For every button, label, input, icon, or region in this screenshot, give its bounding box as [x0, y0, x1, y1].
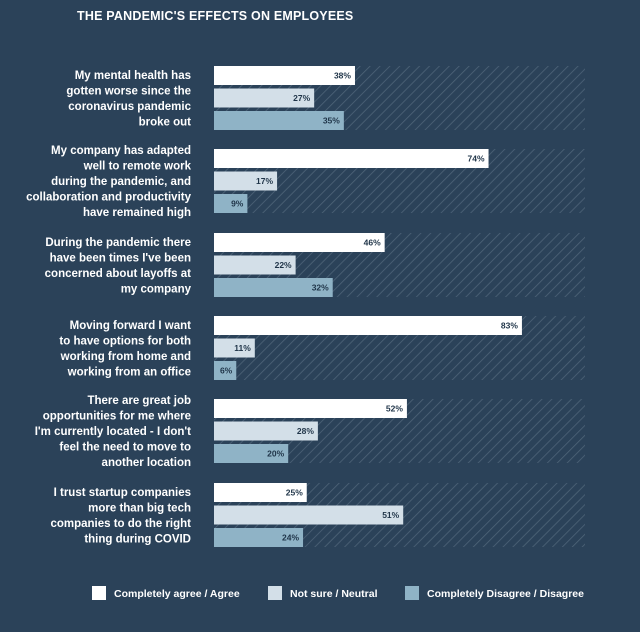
bar-value-label: 20%: [267, 449, 284, 459]
bar: [214, 361, 237, 380]
question-label-line: coronavirus pandemic: [68, 101, 191, 113]
bar-value-label: 6%: [220, 366, 233, 376]
question-group: There are great job opportunities for me …: [35, 395, 585, 469]
bar-value-label: 22%: [275, 260, 292, 270]
bar: [214, 316, 522, 335]
bar: [214, 444, 289, 463]
question-label-line: another location: [102, 457, 191, 469]
question-label-line: feel the need to move to: [59, 442, 191, 454]
legend-label: Not sure / Neutral: [290, 588, 378, 600]
legend-swatch: [268, 586, 282, 600]
question-group: My mental health has gotten worse since t…: [66, 66, 585, 130]
question-label-line: thing during COVID: [84, 533, 191, 545]
legend-swatch: [92, 586, 106, 600]
question-group: My company has adapted well to remote wor…: [26, 145, 585, 219]
bar: [214, 233, 385, 252]
question-label-line: working from an office: [67, 366, 191, 378]
bar-value-label: 46%: [364, 238, 381, 248]
bar: [214, 483, 307, 502]
question-label-line: more than big tech: [88, 502, 191, 514]
bar: [214, 399, 407, 418]
legend-item: Completely agree / Agree: [92, 586, 240, 600]
question-label-line: concerned about layoffs at: [45, 268, 192, 280]
bar: [214, 171, 278, 191]
bar: [214, 194, 248, 213]
bar: [214, 149, 489, 168]
bar-value-label: 27%: [293, 93, 310, 103]
legend-item: Completely Disagree / Disagree: [405, 586, 584, 600]
bar-value-label: 51%: [382, 510, 399, 520]
chart-title: THE PANDEMIC'S EFFECTS ON EMPLOYEES: [77, 9, 354, 23]
question-label-line: companies to do the right: [50, 518, 191, 530]
question-label-line: opportunities for me where: [43, 411, 191, 423]
question-label-line: collaboration and productivity: [26, 192, 191, 204]
bar: [214, 88, 315, 108]
bar-value-label: 74%: [468, 154, 485, 164]
bar: [214, 111, 344, 130]
bar: [214, 505, 404, 525]
question-label-line: during the pandemic, and: [51, 176, 191, 188]
question-label-line: I trust startup companies: [54, 487, 191, 499]
question-label-line: My mental health has: [75, 70, 191, 82]
bar-value-label: 35%: [323, 116, 340, 126]
question-group: During the pandemic there have been times…: [45, 233, 585, 297]
question-label-line: working from home and: [60, 351, 191, 363]
legend-label: Completely Disagree / Disagree: [427, 588, 584, 600]
question-group: Moving forward I want to have options for…: [59, 316, 585, 380]
bar-value-label: 83%: [501, 321, 518, 331]
bar-value-label: 38%: [334, 71, 351, 81]
bar-value-label: 52%: [386, 404, 403, 414]
bar: [214, 66, 355, 85]
question-label-line: My company has adapted: [51, 145, 191, 157]
question-label-line: broke out: [139, 116, 192, 128]
bar-value-label: 24%: [282, 533, 299, 543]
question-label-line: I'm currently located - I don't: [35, 426, 191, 438]
question-label-line: to have options for both: [59, 335, 191, 347]
question-label-line: gotten worse since the: [66, 85, 191, 97]
bar-value-label: 9%: [231, 199, 244, 209]
question-label-line: There are great job: [87, 395, 191, 407]
bar: [214, 421, 318, 441]
legend-label: Completely agree / Agree: [114, 588, 240, 600]
bar-value-label: 32%: [312, 283, 329, 293]
bar-value-label: 25%: [286, 488, 303, 498]
question-group: I trust startup companies more than big t…: [50, 483, 585, 547]
bar-value-label: 28%: [297, 426, 314, 436]
bar: [214, 338, 255, 358]
bar-value-label: 11%: [234, 343, 251, 353]
bar: [214, 278, 333, 297]
question-label-line: During the pandemic there: [45, 237, 191, 249]
bar: [214, 255, 296, 275]
question-label-line: my company: [121, 283, 192, 295]
question-label-line: Moving forward I want: [70, 320, 192, 332]
bar-value-label: 17%: [256, 176, 273, 186]
question-label-line: well to remote work: [83, 161, 192, 173]
question-label-line: have remained high: [83, 207, 191, 219]
bar: [214, 528, 304, 547]
legend-item: Not sure / Neutral: [268, 586, 378, 600]
question-label-line: have been times I've been: [50, 252, 191, 264]
legend-swatch: [405, 586, 419, 600]
